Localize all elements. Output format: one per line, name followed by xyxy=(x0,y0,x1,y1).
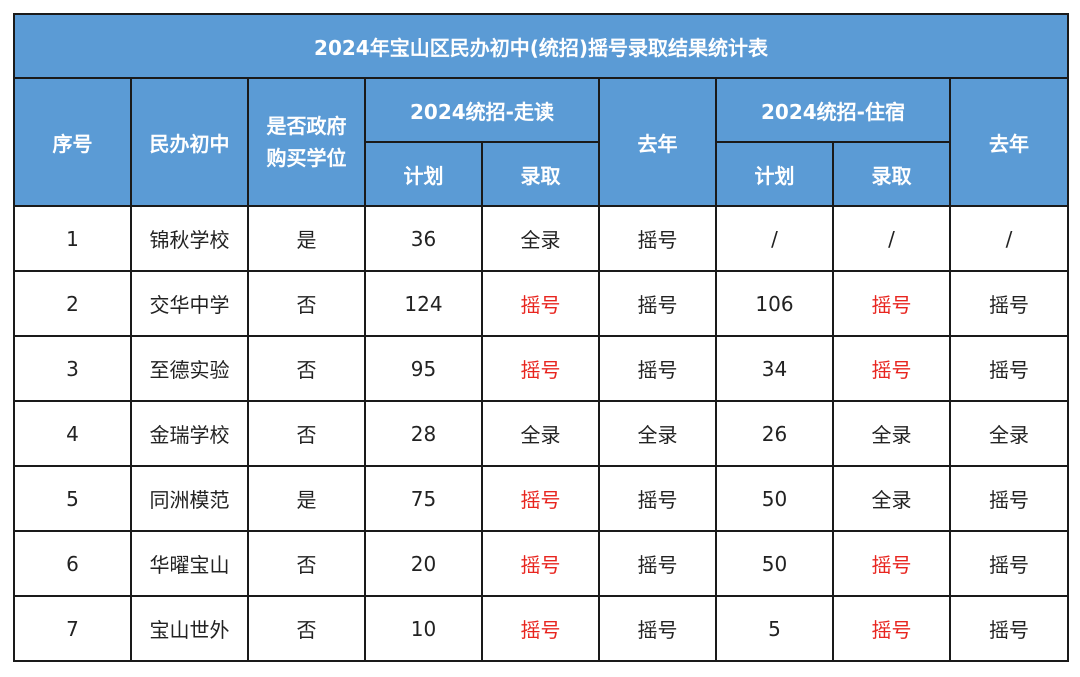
cell-school: 同洲模范 xyxy=(130,465,249,532)
cell-plan-board: 26 xyxy=(715,400,834,467)
cell-last-board: 摇号 xyxy=(948,335,1070,402)
header-admit-walk: 录取 xyxy=(481,141,600,207)
cell-plan-walk: 75 xyxy=(364,465,483,532)
cell-admit-board: 全录 xyxy=(832,400,951,467)
cell-plan-board: / xyxy=(715,205,834,272)
results-table: 2024年宝山区民办初中(统招)摇号录取结果统计表 序号 民办初中 是否政府 购… xyxy=(12,13,1070,662)
header-school: 民办初中 xyxy=(130,77,249,207)
cell-gov: 是 xyxy=(247,465,366,532)
table-row: 6 华曜宝山否 20 摇号 摇号 50 摇号 摇号 xyxy=(13,530,1070,597)
cell-admit-board: 摇号 xyxy=(832,335,951,402)
cell-last-board: 摇号 xyxy=(948,465,1070,532)
cell-plan-board: 34 xyxy=(715,335,834,402)
cell-last-walk: 摇号 xyxy=(598,205,717,272)
cell-last-board: 摇号 xyxy=(948,270,1070,337)
cell-seq: 4 xyxy=(13,400,132,467)
cell-last-walk: 摇号 xyxy=(598,595,717,662)
cell-plan-walk: 95 xyxy=(364,335,483,402)
header-gov-line1: 是否政府 xyxy=(266,114,347,138)
cell-gov: 否 xyxy=(247,595,366,662)
cell-last-walk: 全录 xyxy=(598,400,717,467)
cell-plan-walk: 28 xyxy=(364,400,483,467)
cell-admit-walk: 摇号 xyxy=(481,335,600,402)
cell-school: 华曜宝山 xyxy=(130,530,249,597)
cell-last-board: / xyxy=(948,205,1070,272)
cell-plan-walk: 10 xyxy=(364,595,483,662)
cell-last-walk: 摇号 xyxy=(598,530,717,597)
cell-gov: 否 xyxy=(247,270,366,337)
table-row: 7 宝山世外否 10 摇号 摇号 5 摇号 摇号 xyxy=(13,595,1070,662)
table-row: 5 同洲模范是 75 摇号 摇号 50 全录 摇号 xyxy=(13,465,1070,532)
table-row: 4 金瑞学校否 28 全录 全录 26 全录 全录 xyxy=(13,400,1070,467)
header-group-board: 2024统招-住宿 xyxy=(715,77,951,143)
cell-seq: 3 xyxy=(13,335,132,402)
cell-plan-board: 106 xyxy=(715,270,834,337)
header-gov-line2: 购买学位 xyxy=(266,146,347,170)
cell-seq: 1 xyxy=(13,205,132,272)
cell-last-board: 全录 xyxy=(948,400,1070,467)
cell-admit-walk: 全录 xyxy=(481,205,600,272)
cell-plan-board: 50 xyxy=(715,530,834,597)
cell-admit-board: / xyxy=(832,205,951,272)
cell-last-walk: 摇号 xyxy=(598,335,717,402)
cell-admit-walk: 摇号 xyxy=(481,270,600,337)
header-seq: 序号 xyxy=(13,77,132,207)
cell-school: 金瑞学校 xyxy=(130,400,249,467)
cell-seq: 5 xyxy=(13,465,132,532)
header-admit-board: 录取 xyxy=(832,141,951,207)
cell-last-board: 摇号 xyxy=(948,530,1070,597)
cell-plan-walk: 20 xyxy=(364,530,483,597)
table-row: 3 至德实验否 95 摇号 摇号 34 摇号 摇号 xyxy=(13,335,1070,402)
cell-admit-board: 摇号 xyxy=(832,530,951,597)
results-table-container: 2024年宝山区民办初中(统招)摇号录取结果统计表 序号 民办初中 是否政府 购… xyxy=(12,13,1070,662)
cell-school: 至德实验 xyxy=(130,335,249,402)
cell-admit-board: 摇号 xyxy=(832,595,951,662)
cell-seq: 7 xyxy=(13,595,132,662)
header-plan-walk: 计划 xyxy=(364,141,483,207)
table-row: 2 交华中学否 124 摇号 摇号 106 摇号 摇号 xyxy=(13,270,1070,337)
cell-plan-walk: 36 xyxy=(364,205,483,272)
cell-admit-walk: 摇号 xyxy=(481,595,600,662)
cell-school: 交华中学 xyxy=(130,270,249,337)
cell-admit-walk: 摇号 xyxy=(481,530,600,597)
cell-last-walk: 摇号 xyxy=(598,270,717,337)
header-plan-board: 计划 xyxy=(715,141,834,207)
cell-last-board: 摇号 xyxy=(948,595,1070,662)
table-title: 2024年宝山区民办初中(统招)摇号录取结果统计表 xyxy=(12,13,1070,79)
cell-gov: 否 xyxy=(247,335,366,402)
header-gov-purchase: 是否政府 购买学位 xyxy=(247,77,366,207)
cell-plan-board: 50 xyxy=(715,465,834,532)
cell-admit-walk: 全录 xyxy=(481,400,600,467)
cell-admit-board: 摇号 xyxy=(832,270,951,337)
cell-last-walk: 摇号 xyxy=(598,465,717,532)
cell-admit-board: 全录 xyxy=(832,465,951,532)
cell-seq: 2 xyxy=(13,270,132,337)
table-row: 1 锦秋学校是 36 全录 摇号 / / / xyxy=(13,205,1070,272)
cell-school: 锦秋学校 xyxy=(130,205,249,272)
header-group-walk: 2024统招-走读 xyxy=(364,77,600,143)
header-last-year-walk: 去年 xyxy=(598,77,717,207)
cell-admit-walk: 摇号 xyxy=(481,465,600,532)
cell-plan-walk: 124 xyxy=(364,270,483,337)
cell-seq: 6 xyxy=(13,530,132,597)
cell-school: 宝山世外 xyxy=(130,595,249,662)
cell-plan-board: 5 xyxy=(715,595,834,662)
header-last-year-board: 去年 xyxy=(948,77,1070,207)
cell-gov: 否 xyxy=(247,530,366,597)
cell-gov: 否 xyxy=(247,400,366,467)
cell-gov: 是 xyxy=(247,205,366,272)
